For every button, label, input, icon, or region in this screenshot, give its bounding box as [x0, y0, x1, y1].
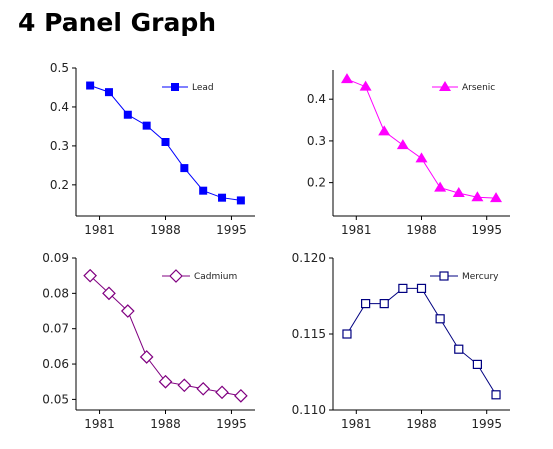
chart-panel-1: 0.2 0.3 0.4 0.5 1981 1988 1995 Lead [50, 61, 255, 237]
data-point [123, 110, 132, 119]
legend-marker [169, 269, 183, 283]
y-tick-label: 0.110 [292, 403, 326, 417]
data-point [361, 299, 371, 309]
x-tick-label: 1981 [341, 223, 372, 237]
y-tick-label: 0.08 [42, 286, 69, 300]
y-tick-label: 0.07 [42, 322, 69, 336]
data-point [435, 314, 445, 324]
chart-panel-3: 0.05 0.06 0.07 0.08 0.09 1981 1988 1995 Cadmium [42, 251, 255, 431]
data-point [86, 81, 95, 90]
data-point [180, 164, 189, 173]
data-point [161, 138, 170, 146]
data-point [398, 283, 408, 293]
x-tick-label: 1988 [150, 417, 181, 431]
data-point [83, 268, 97, 283]
x-tick-label: 1995 [471, 223, 502, 237]
data-point [215, 385, 229, 400]
y-tick-label: 0.120 [292, 251, 326, 265]
page-title: 4 Panel Graph [18, 8, 217, 37]
y-tick-label: 0.06 [42, 357, 69, 371]
chart-panel-4: 0.110 0.115 0.120 1981 1988 1995 Mercury [292, 251, 510, 431]
legend-label: Lead [192, 83, 214, 93]
data-point [236, 196, 245, 205]
data-point [471, 191, 484, 202]
data-point [139, 350, 154, 364]
x-tick-label: 1988 [406, 417, 437, 431]
x-tick-label: 1988 [406, 223, 437, 237]
data-point [491, 390, 501, 400]
data-point [378, 125, 391, 136]
x-tick-label: 1981 [84, 417, 115, 431]
y-tick-label: 0.3 [50, 139, 69, 153]
y-tick-label: 0.2 [50, 178, 69, 192]
data-point [177, 378, 192, 393]
data-point [196, 381, 211, 396]
y-tick-label: 0.05 [42, 392, 69, 406]
data-point [218, 193, 227, 202]
y-tick-label: 0.5 [50, 61, 69, 75]
data-point [396, 139, 409, 150]
y-tick-label: 0.4 [50, 100, 69, 114]
data-point [359, 80, 372, 91]
chart-panel-2: 0.2 0.3 0.4 1981 1988 1995 Arsenic [307, 70, 510, 237]
data-point [342, 329, 352, 339]
x-tick-label: 1995 [216, 417, 247, 431]
data-point [434, 181, 447, 192]
data-point [199, 186, 208, 195]
data-point [340, 73, 353, 84]
data-point [490, 192, 503, 203]
data-point [142, 121, 151, 130]
legend-marker [439, 271, 449, 281]
data-point [379, 299, 389, 309]
data-point [104, 88, 113, 97]
x-tick-label: 1988 [150, 223, 181, 237]
data-point [472, 359, 482, 369]
data-point [102, 286, 116, 301]
y-tick-label: 0.2 [307, 176, 326, 190]
legend-marker [171, 83, 179, 91]
legend-label: Cadmium [194, 272, 237, 282]
y-tick-label: 0.09 [42, 251, 69, 265]
legend-label: Mercury [462, 272, 499, 282]
data-point [416, 283, 427, 293]
data-point [158, 374, 173, 389]
data-point [452, 187, 465, 198]
series-line-arsenic [346, 78, 497, 199]
x-tick-label: 1981 [84, 223, 115, 237]
data-point [234, 389, 248, 403]
x-tick-label: 1995 [216, 223, 247, 237]
data-point [415, 152, 428, 163]
data-point [120, 304, 135, 318]
data-point [454, 344, 464, 354]
y-tick-label: 0.115 [292, 327, 326, 341]
y-tick-label: 0.4 [307, 92, 326, 106]
y-tick-label: 0.3 [307, 134, 326, 148]
legend-label: Arsenic [462, 83, 495, 93]
x-tick-label: 1995 [471, 417, 502, 431]
legend-marker [439, 81, 451, 91]
x-tick-label: 1981 [341, 417, 372, 431]
